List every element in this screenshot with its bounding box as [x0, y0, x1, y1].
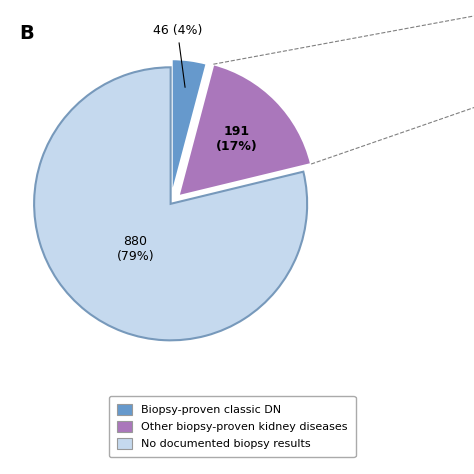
- Wedge shape: [178, 64, 311, 196]
- Legend: Biopsy-proven classic DN, Other biopsy-proven kidney diseases, No documented bio: Biopsy-proven classic DN, Other biopsy-p…: [109, 396, 356, 457]
- Text: B: B: [19, 24, 34, 43]
- Wedge shape: [34, 67, 307, 340]
- Text: 880
(79%): 880 (79%): [117, 235, 154, 263]
- Wedge shape: [172, 59, 207, 196]
- Text: 46 (4%): 46 (4%): [153, 24, 202, 87]
- Text: 191
(17%): 191 (17%): [216, 125, 258, 153]
